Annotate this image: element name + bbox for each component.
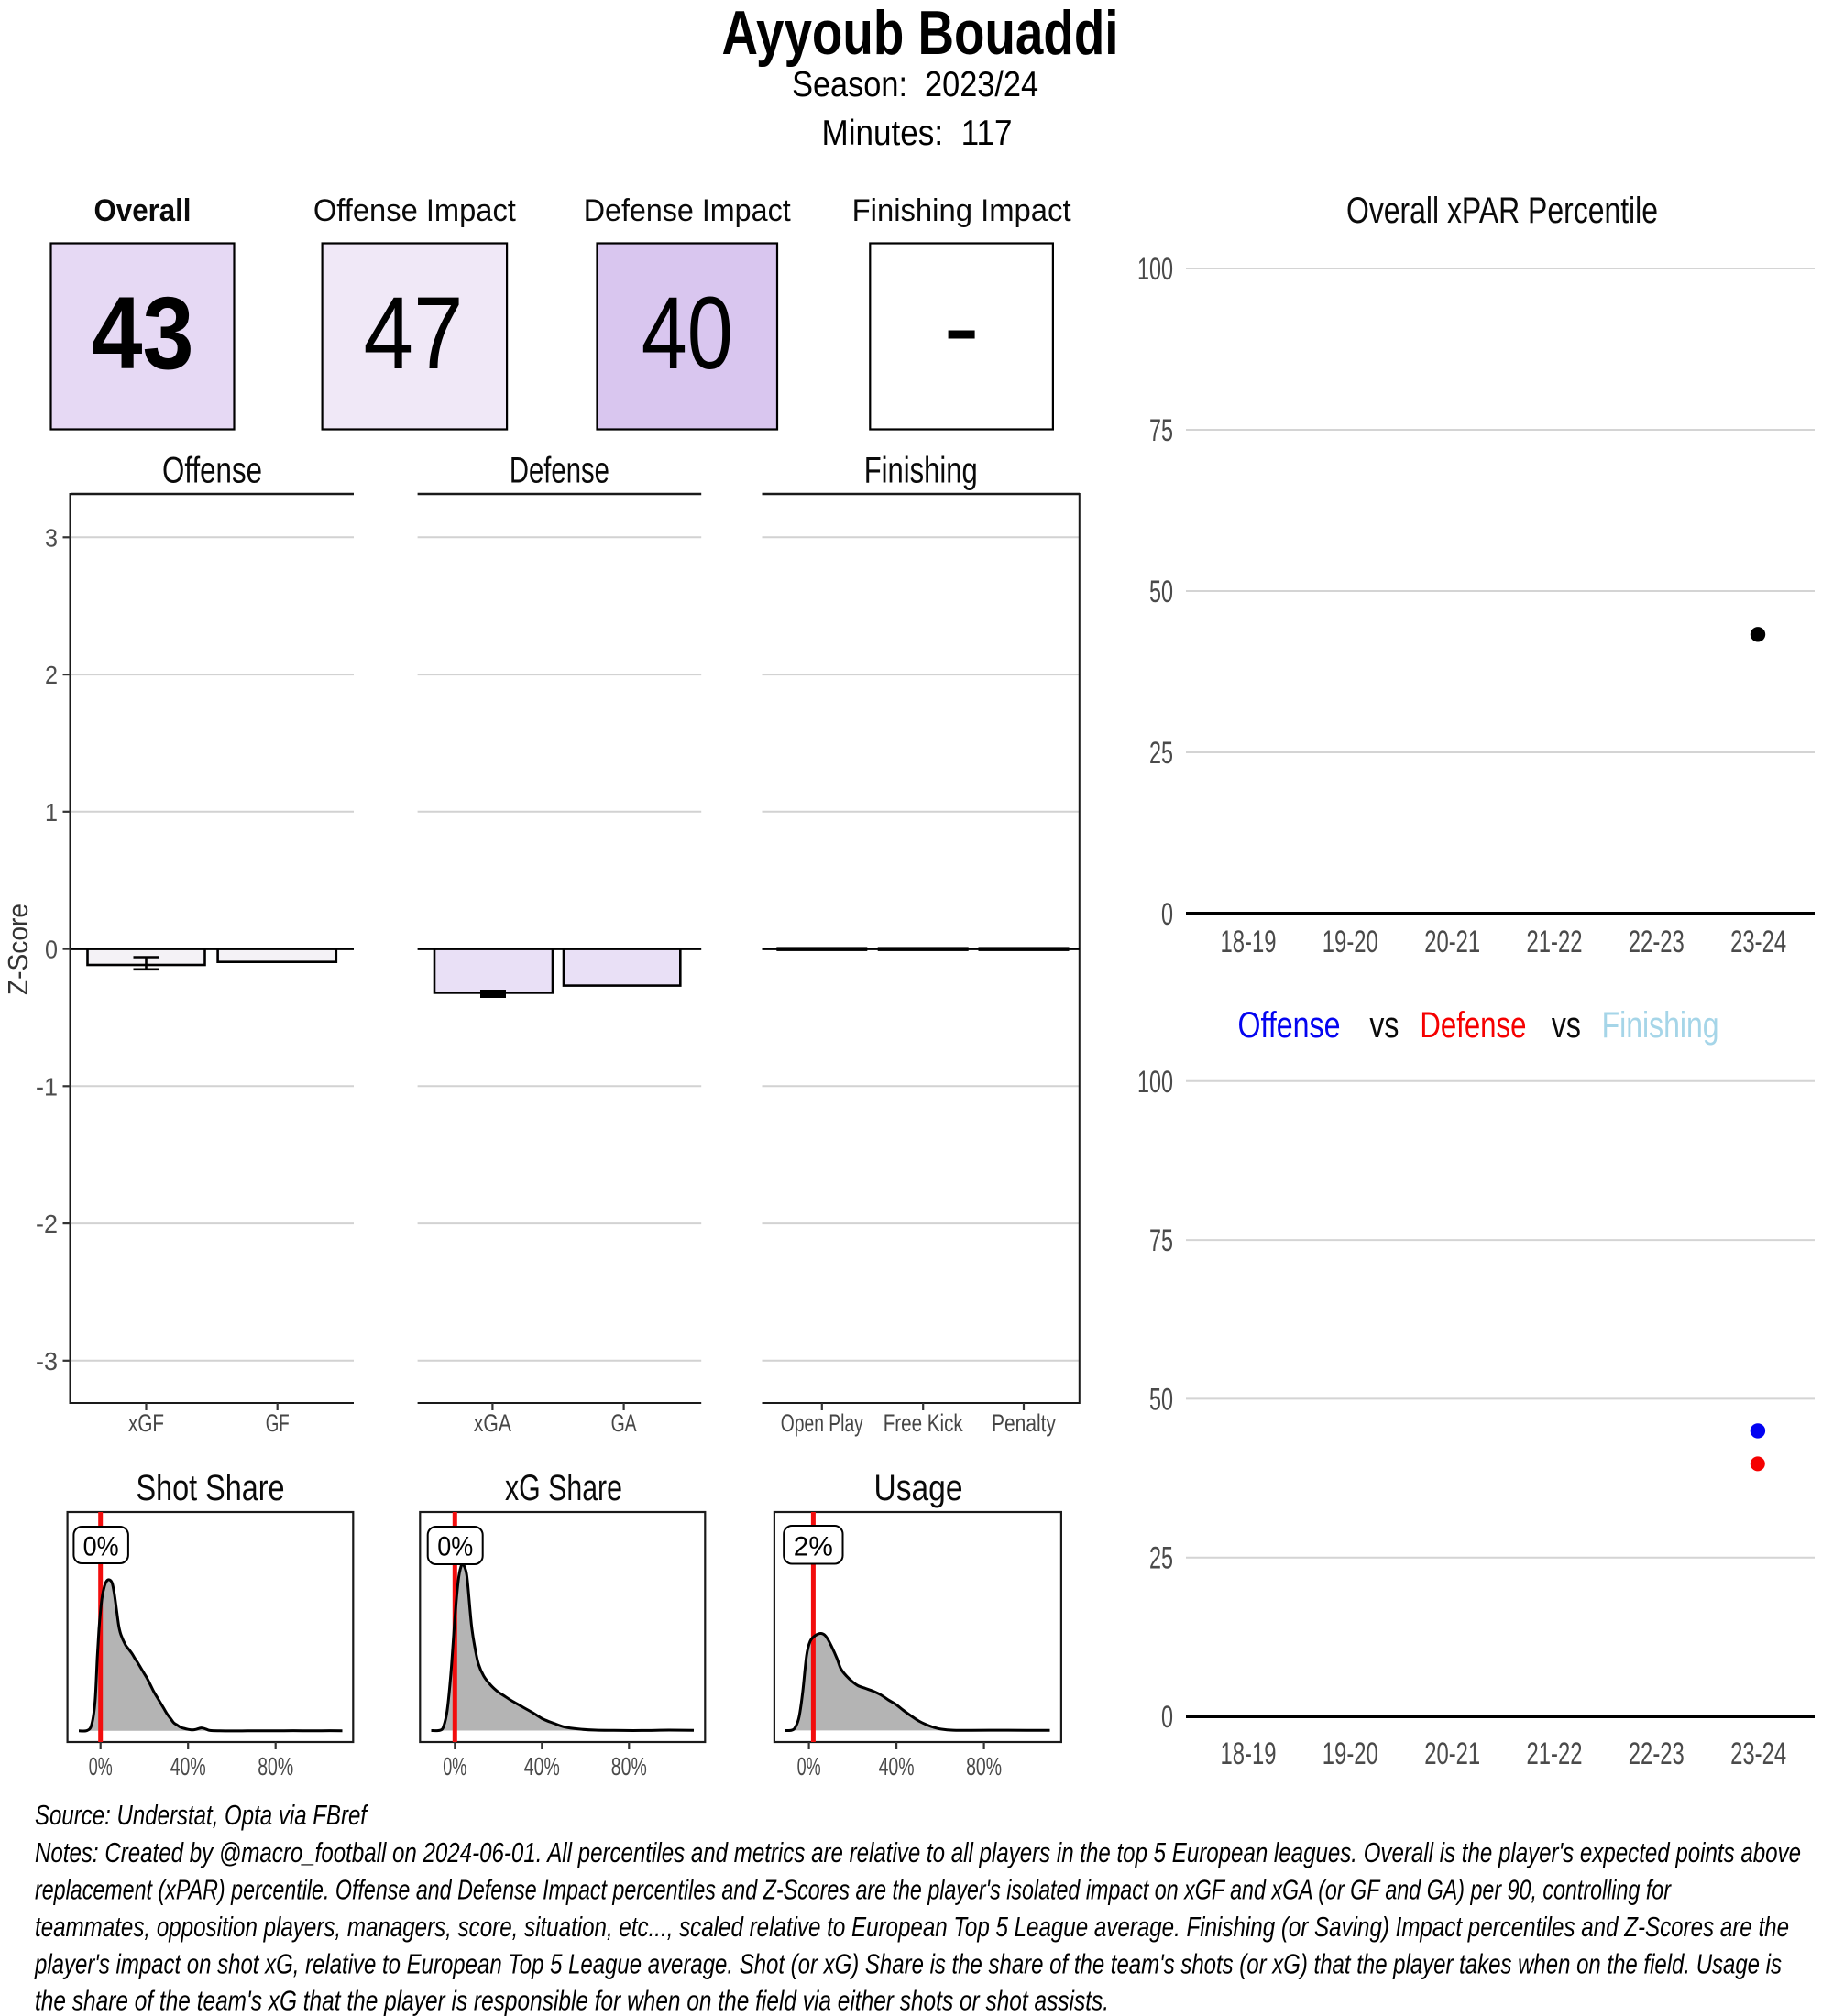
svg-text:-3: -3 bbox=[36, 1347, 58, 1375]
svg-text:23-24: 23-24 bbox=[1730, 1737, 1786, 1771]
svg-text:100: 100 bbox=[1137, 252, 1173, 287]
svg-text:40: 40 bbox=[642, 276, 733, 390]
svg-text:21-22: 21-22 bbox=[1527, 1737, 1583, 1771]
svg-text:0: 0 bbox=[1161, 1700, 1173, 1735]
svg-text:43: 43 bbox=[92, 276, 194, 390]
svg-text:Finishing Impact: Finishing Impact bbox=[852, 193, 1072, 228]
svg-text:Z-Score: Z-Score bbox=[2, 904, 34, 995]
svg-text:player's impact on shot xG, re: player's impact on shot xG, relative to … bbox=[34, 1947, 1782, 1979]
svg-text:80%: 80% bbox=[258, 1752, 293, 1780]
svg-text:25: 25 bbox=[1149, 736, 1173, 771]
svg-text:Offense Impact: Offense Impact bbox=[313, 193, 517, 228]
svg-text:0%: 0% bbox=[437, 1532, 473, 1562]
svg-text:0%: 0% bbox=[89, 1752, 113, 1780]
svg-text:Defense Impact: Defense Impact bbox=[584, 193, 792, 228]
svg-text:75: 75 bbox=[1149, 1223, 1173, 1258]
svg-text:23-24: 23-24 bbox=[1730, 925, 1786, 959]
svg-text:Penalty: Penalty bbox=[992, 1409, 1056, 1437]
svg-text:Defense: Defense bbox=[510, 451, 609, 491]
svg-text:Free Kick: Free Kick bbox=[884, 1409, 963, 1437]
svg-text:2%: 2% bbox=[794, 1532, 833, 1562]
svg-text:teammates, opposition players,: teammates, opposition players, managers,… bbox=[35, 1911, 1789, 1943]
svg-text:80%: 80% bbox=[611, 1752, 647, 1780]
svg-text:xGF: xGF bbox=[128, 1409, 164, 1437]
svg-text:Defense: Defense bbox=[1420, 1005, 1526, 1046]
svg-text:Shot Share: Shot Share bbox=[137, 1468, 285, 1508]
svg-text:50: 50 bbox=[1149, 575, 1173, 609]
svg-text:-1: -1 bbox=[36, 1072, 58, 1101]
svg-text:19-20: 19-20 bbox=[1323, 1737, 1378, 1771]
svg-text:vs: vs bbox=[1552, 1005, 1581, 1046]
svg-text:Offense: Offense bbox=[162, 451, 262, 491]
svg-text:50: 50 bbox=[1149, 1382, 1173, 1417]
svg-text:Ayyoub Bouaddi: Ayyoub Bouaddi bbox=[722, 0, 1119, 68]
svg-text:40%: 40% bbox=[524, 1752, 560, 1780]
svg-text:0%: 0% bbox=[83, 1532, 119, 1562]
svg-text:1: 1 bbox=[45, 798, 58, 827]
svg-text:xG Share: xG Share bbox=[505, 1468, 622, 1508]
svg-text:20-21: 20-21 bbox=[1424, 925, 1480, 959]
svg-text:Season: 2023/24: Season: 2023/24 bbox=[792, 65, 1038, 104]
svg-text:xGA: xGA bbox=[474, 1409, 511, 1437]
svg-text:40%: 40% bbox=[170, 1752, 206, 1780]
svg-text:-2: -2 bbox=[36, 1210, 58, 1238]
svg-text:0%: 0% bbox=[797, 1752, 821, 1780]
svg-text:19-20: 19-20 bbox=[1323, 925, 1378, 959]
svg-text:0: 0 bbox=[1161, 897, 1173, 932]
svg-text:2: 2 bbox=[45, 661, 58, 689]
svg-text:Open Play: Open Play bbox=[781, 1409, 863, 1437]
svg-text:22-23: 22-23 bbox=[1629, 925, 1685, 959]
svg-text:75: 75 bbox=[1149, 413, 1173, 448]
svg-text:40%: 40% bbox=[879, 1752, 915, 1780]
svg-text:replacement (xPAR) percentile.: replacement (xPAR) percentile. Offense a… bbox=[35, 1874, 1672, 1906]
svg-text:Source: Understat, Opta via FB: Source: Understat, Opta via FBref bbox=[35, 1799, 369, 1831]
svg-text:Notes: Created by @macro_footb: Notes: Created by @macro_football on 202… bbox=[35, 1836, 1801, 1868]
svg-text:Minutes: 117: Minutes: 117 bbox=[822, 114, 1013, 153]
svg-text:20-21: 20-21 bbox=[1424, 1737, 1480, 1771]
svg-text:80%: 80% bbox=[966, 1752, 1002, 1780]
svg-text:Finishing: Finishing bbox=[1602, 1005, 1719, 1046]
svg-text:25: 25 bbox=[1149, 1541, 1173, 1576]
svg-text:0%: 0% bbox=[443, 1752, 466, 1780]
svg-text:3: 3 bbox=[45, 523, 58, 552]
svg-text:18-19: 18-19 bbox=[1221, 1737, 1277, 1771]
svg-text:Finishing: Finishing bbox=[864, 451, 978, 491]
svg-text:18-19: 18-19 bbox=[1221, 925, 1277, 959]
svg-text:47: 47 bbox=[364, 276, 464, 390]
svg-text:21-22: 21-22 bbox=[1527, 925, 1583, 959]
svg-text:0: 0 bbox=[45, 936, 58, 964]
svg-text:Overall: Overall bbox=[94, 193, 192, 228]
svg-text:vs: vs bbox=[1369, 1005, 1399, 1046]
svg-text:Usage: Usage bbox=[874, 1468, 963, 1508]
svg-text:22-23: 22-23 bbox=[1629, 1737, 1685, 1771]
svg-text:Overall xPAR Percentile: Overall xPAR Percentile bbox=[1346, 191, 1658, 231]
svg-text:100: 100 bbox=[1137, 1065, 1173, 1100]
svg-text:GA: GA bbox=[611, 1409, 637, 1437]
svg-text:GF: GF bbox=[266, 1409, 290, 1437]
svg-text:Offense: Offense bbox=[1238, 1005, 1341, 1046]
svg-text:the share of the team's xG tha: the share of the team's xG that the play… bbox=[35, 1984, 1109, 2016]
